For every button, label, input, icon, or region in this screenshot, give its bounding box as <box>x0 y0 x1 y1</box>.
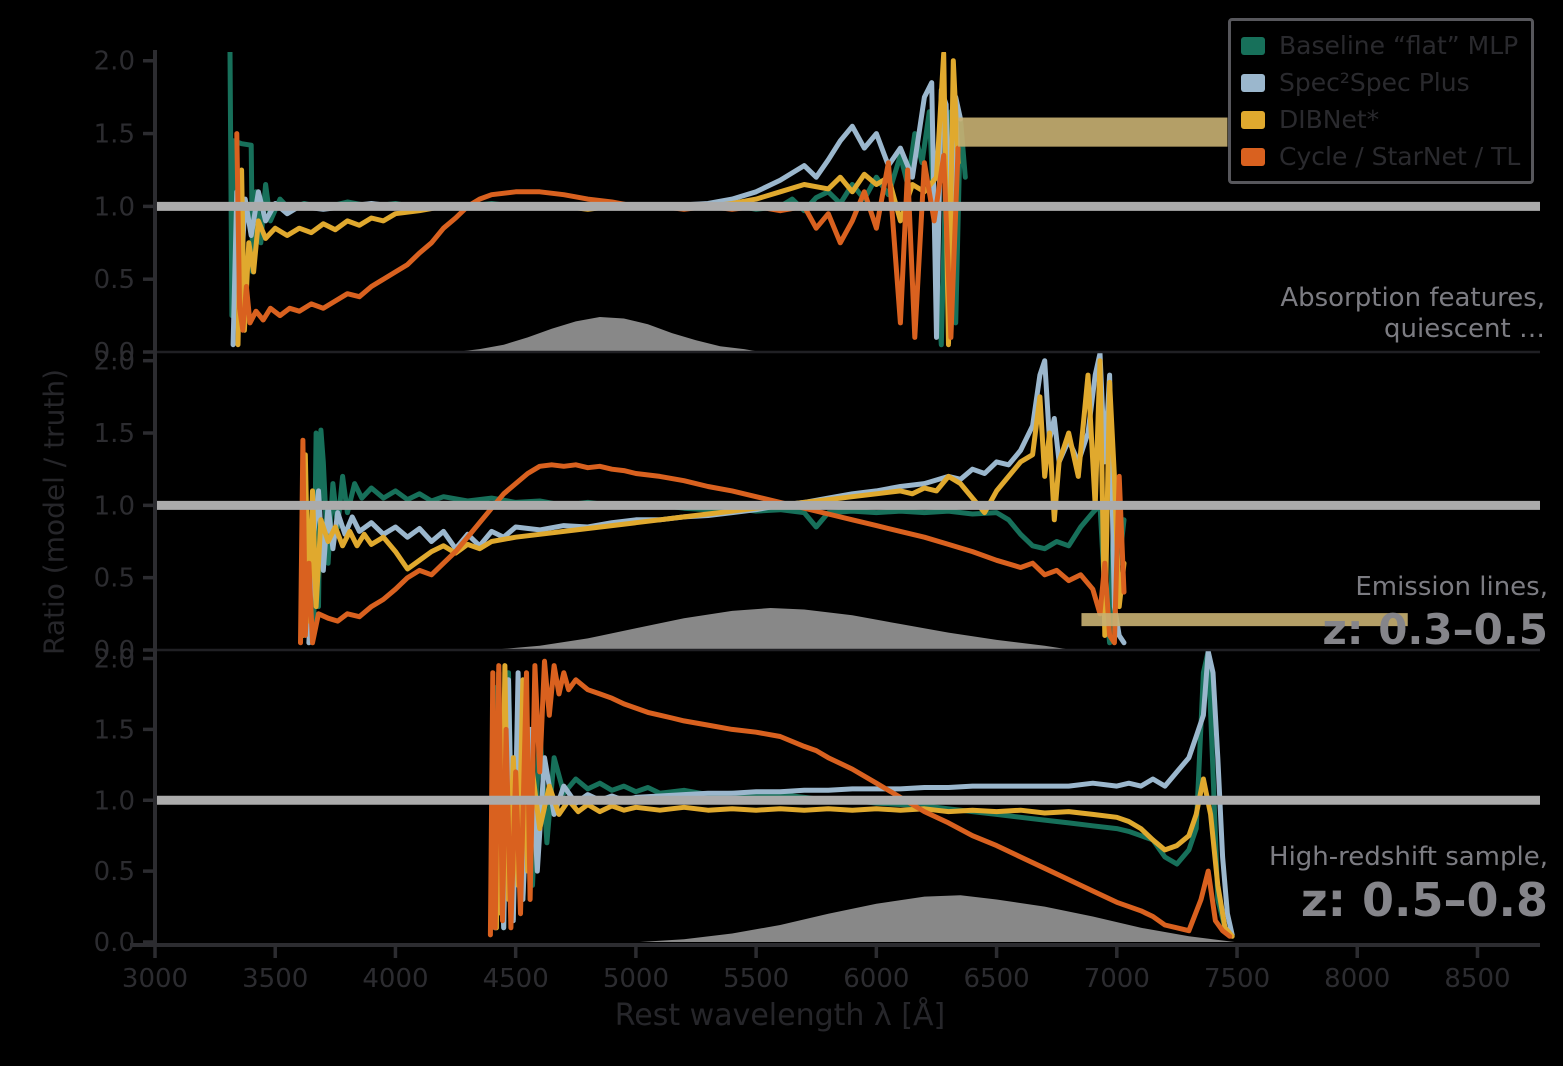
x-axis-label: Rest wavelength λ [Å] <box>614 998 946 1033</box>
svg-text:2.0: 2.0 <box>94 645 135 675</box>
svg-text:3500: 3500 <box>242 964 308 994</box>
panel1-annotation-line2: quiescent … <box>1384 314 1545 344</box>
svg-text:2.0: 2.0 <box>94 347 135 377</box>
legend-label: Cycle / StarNet / TL <box>1279 142 1521 171</box>
panel3-annotation-line2: z: 0.5–0.8 <box>1300 873 1548 927</box>
svg-text:5000: 5000 <box>603 964 669 994</box>
svg-text:2.0: 2.0 <box>94 47 135 77</box>
panel3-annotation: High-redshift sample, z: 0.5–0.8 <box>1269 842 1548 925</box>
svg-text:0.5: 0.5 <box>94 265 135 295</box>
svg-text:0.5: 0.5 <box>94 564 135 594</box>
svg-text:0.0: 0.0 <box>94 338 135 368</box>
svg-text:0.0: 0.0 <box>94 636 135 666</box>
panel1-annotation-line1: Absorption features, <box>1280 283 1545 313</box>
svg-text:1.0: 1.0 <box>94 786 135 816</box>
svg-text:4500: 4500 <box>483 964 549 994</box>
svg-text:5500: 5500 <box>723 964 789 994</box>
svg-text:0.5: 0.5 <box>94 857 135 887</box>
panel1-annotation: Absorption features, quiescent … <box>1280 283 1545 345</box>
legend-item: DIBNet* <box>1241 105 1521 134</box>
panel2-annotation-line2: z: 0.3–0.5 <box>1322 605 1548 654</box>
svg-text:6000: 6000 <box>843 964 909 994</box>
svg-text:1.5: 1.5 <box>94 120 135 150</box>
svg-text:8500: 8500 <box>1444 964 1510 994</box>
svg-text:0.0: 0.0 <box>94 928 135 958</box>
legend-label: DIBNet* <box>1279 105 1380 134</box>
panel2-annotation: Emission lines, z: 0.3–0.5 <box>1322 572 1548 655</box>
svg-text:8000: 8000 <box>1324 964 1390 994</box>
legend-item: Spec²Spec Plus <box>1241 68 1521 97</box>
legend-box: Baseline “flat” MLP Spec²Spec Plus DIBNe… <box>1228 18 1534 184</box>
svg-text:1.5: 1.5 <box>94 715 135 745</box>
svg-text:1.5: 1.5 <box>94 419 135 449</box>
legend-item: Cycle / StarNet / TL <box>1241 142 1521 171</box>
legend-label: Spec²Spec Plus <box>1279 68 1470 97</box>
legend-label: Baseline “flat” MLP <box>1279 31 1519 60</box>
legend-swatch-teal <box>1241 36 1265 55</box>
svg-text:7500: 7500 <box>1204 964 1270 994</box>
legend-swatch-blue <box>1241 73 1265 92</box>
legend-item: Baseline “flat” MLP <box>1241 31 1521 60</box>
svg-text:3000: 3000 <box>122 964 188 994</box>
svg-text:1.0: 1.0 <box>94 491 135 521</box>
svg-text:7000: 7000 <box>1084 964 1150 994</box>
panel3-annotation-line1: High-redshift sample, <box>1269 842 1548 872</box>
svg-text:4000: 4000 <box>362 964 428 994</box>
panel2-annotation-line1: Emission lines, <box>1355 572 1548 602</box>
svg-text:1.0: 1.0 <box>94 192 135 222</box>
legend-swatch-orange <box>1241 147 1265 166</box>
legend-swatch-gold <box>1241 110 1265 129</box>
y-axis-label: Ratio (model / truth) <box>37 368 71 656</box>
svg-text:6500: 6500 <box>963 964 1029 994</box>
